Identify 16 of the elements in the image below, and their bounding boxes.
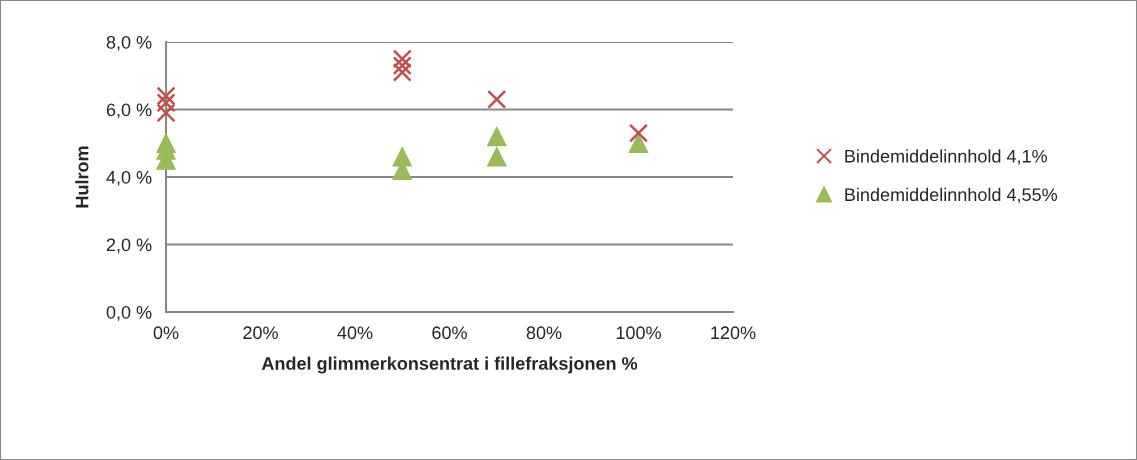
x-tick-label: 120%	[711, 326, 756, 340]
y-tick-label: 4,0 %	[106, 170, 152, 186]
x-tick-label: 20%	[243, 326, 278, 340]
x-axis-title: Andel glimmerkonsentrat i fillefraksjonen %	[261, 356, 638, 374]
x-tick-label: 80%	[526, 326, 562, 340]
y-tick-label: 8,0 %	[106, 35, 152, 51]
legend-label: Bindemiddelinnhold 4,55%	[845, 187, 1058, 204]
y-axis-title: Hulrom	[75, 146, 89, 208]
y-tick-label: 2,0 %	[106, 238, 152, 254]
y-tick-label: 6,0 %	[106, 103, 152, 119]
x-tick-label: 100%	[616, 326, 661, 340]
y-tick-label: 0,0 %	[106, 305, 152, 321]
x-tick-label: 0%	[153, 326, 179, 340]
x-tick-label: 60%	[432, 326, 467, 340]
legend-label: Bindemiddelinnhold 4,1%	[845, 149, 1047, 165]
x-tick-label: 40%	[337, 326, 373, 340]
